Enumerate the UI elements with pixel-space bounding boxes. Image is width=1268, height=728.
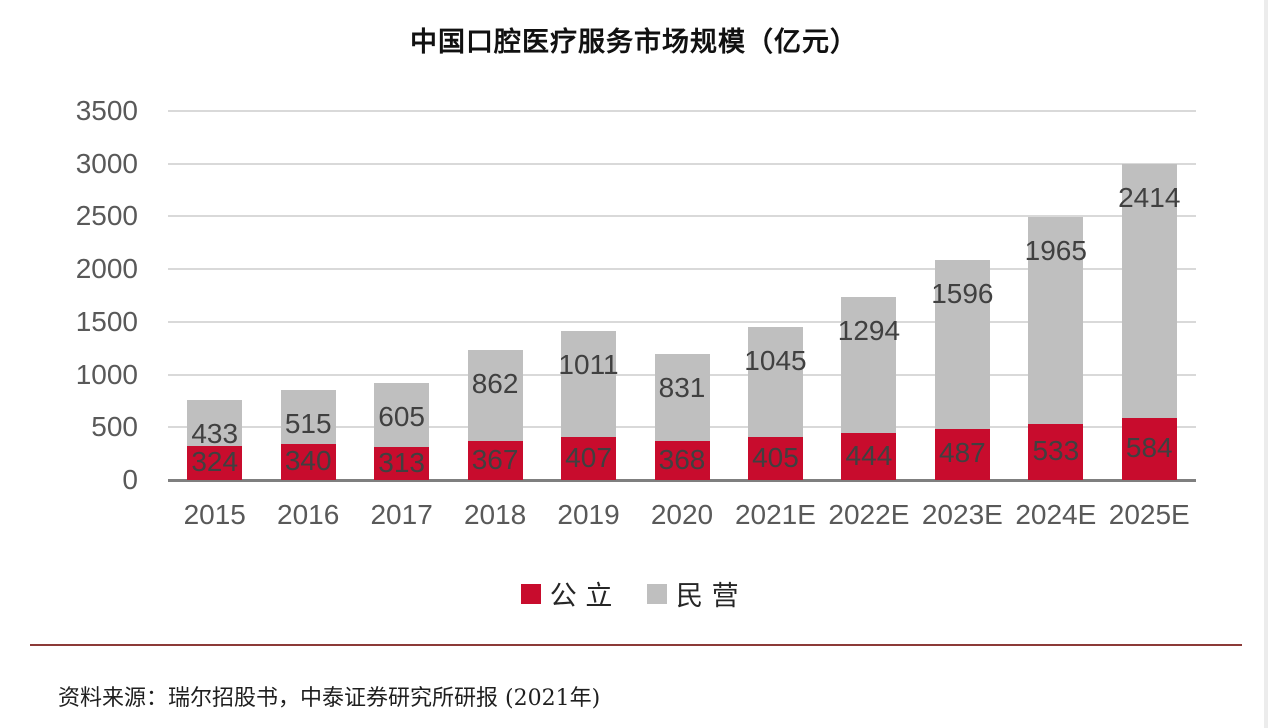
x-axis-category-label: 2017 (370, 499, 433, 530)
bar-label-public: 533 (1032, 434, 1080, 466)
bar-segment-public (747, 437, 803, 480)
bar-label-private: 2414 (1118, 181, 1181, 213)
bar-segment-private (467, 350, 523, 442)
chart-legend: 公立 民营 (0, 574, 1268, 613)
bar-segment-private (934, 260, 990, 429)
x-axis-category-label: 2021E (734, 499, 816, 530)
gridline (168, 162, 1196, 165)
bar-label-private: 433 (191, 418, 239, 450)
legend-swatch-private (647, 583, 667, 604)
bar-label-public: 367 (471, 443, 519, 475)
bar-label-private: 1011 (558, 348, 619, 380)
legend-item-private: 民营 (647, 574, 747, 613)
x-axis-category-label: 2024E (1015, 499, 1097, 530)
source-note: 资料来源：瑞尔招股书，中泰证券研究所研报 (2021年) (58, 686, 601, 711)
legend-item-public: 公立 (520, 574, 621, 613)
x-axis-category-label: 2015 (183, 499, 246, 530)
bar-label-private: 1045 (744, 345, 807, 377)
bar-label-public: 444 (845, 439, 893, 471)
bar-segment-private (747, 327, 803, 438)
y-axis-tick-label: 2500 (75, 200, 138, 232)
bar-label-public: 405 (752, 441, 799, 473)
bar-label-public: 584 (1125, 432, 1173, 464)
y-axis-tick-label: 3500 (75, 95, 138, 126)
page-right-edge (1264, 0, 1268, 728)
y-axis-tick-label: 500 (91, 411, 138, 443)
gridline (168, 268, 1196, 271)
gridline (168, 320, 1196, 323)
bar-segment-public (654, 441, 710, 480)
bar-label-public: 324 (191, 445, 239, 477)
bar-label-public: 407 (565, 441, 612, 473)
bar-label-private: 831 (658, 371, 706, 403)
bar-label-private: 1294 (837, 314, 901, 346)
y-axis-tick-label: 3000 (75, 147, 138, 179)
legend-label: 民营 (676, 581, 748, 612)
y-axis-tick-label: 0 (122, 464, 138, 495)
bar-segment-public (1121, 418, 1177, 480)
bar-label-private: 862 (471, 368, 519, 400)
bar-label-public: 313 (378, 446, 425, 478)
y-axis-tick-label: 2000 (75, 253, 138, 285)
x-axis-category-label: 2018 (463, 499, 527, 530)
bar-segment-public (934, 428, 990, 480)
bar-segment-private (1028, 216, 1084, 424)
bar-segment-private (841, 296, 897, 434)
bar-label-public: 340 (284, 445, 332, 477)
bar-segment-public (841, 433, 897, 480)
bar-segment-public (187, 445, 243, 480)
y-axis-tick-label: 1500 (75, 305, 138, 337)
bar-segment-public (1028, 423, 1084, 480)
bar-chart-plot-area: 0 500 1000 1500 2000 2500 3000 3500 433 324 2015 51… (75, 95, 1196, 530)
bar-segment-private (1121, 163, 1177, 419)
bar-segment-private (187, 400, 243, 446)
x-axis-category-label: 2019 (557, 499, 620, 530)
legend-label: 公立 (549, 581, 621, 612)
bar-label-private: 1965 (1024, 234, 1087, 266)
bar-segment-public (280, 444, 336, 480)
x-axis-category-label: 2022E (828, 499, 910, 530)
x-axis-category-label: 2023E (921, 499, 1003, 530)
bar-label-private: 1596 (931, 278, 994, 310)
gridline (168, 110, 1196, 112)
bar-segment-private (561, 330, 617, 438)
bar-segment-public (561, 437, 617, 480)
bar-segment-public (374, 447, 430, 480)
chart-title: 中国口腔医疗服务市场规模（亿元） (410, 27, 858, 57)
bar-segment-private (654, 353, 710, 442)
bar-segment-private (280, 389, 336, 445)
bar-segment-public (467, 441, 523, 480)
bar-segment-private (374, 383, 430, 447)
x-axis-line (168, 479, 1196, 482)
x-axis-category-label: 2020 (650, 499, 714, 530)
x-axis-category-label: 2025E (1108, 499, 1190, 530)
gridline (168, 215, 1196, 218)
legend-swatch-public (520, 583, 541, 604)
x-axis-category-label: 2016 (277, 499, 340, 530)
separator-line (30, 644, 1242, 646)
bar-label-public: 368 (658, 443, 706, 475)
bar-label-private: 605 (378, 401, 425, 433)
bar-label-public: 487 (939, 437, 986, 469)
bar-label-private: 515 (284, 407, 332, 439)
y-axis-tick-label: 1000 (75, 358, 138, 390)
